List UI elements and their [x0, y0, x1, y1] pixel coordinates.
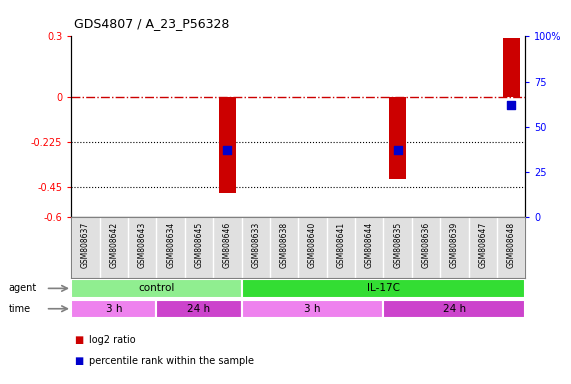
Text: GSM808644: GSM808644 [365, 222, 374, 268]
Text: 3 h: 3 h [304, 304, 321, 314]
Bar [71, 300, 156, 318]
Text: GSM808633: GSM808633 [251, 222, 260, 268]
Text: GSM808646: GSM808646 [223, 222, 232, 268]
Point [506, 102, 516, 108]
Point [393, 147, 402, 153]
Text: control: control [138, 283, 175, 293]
Text: GSM808643: GSM808643 [138, 222, 147, 268]
Text: GSM808642: GSM808642 [110, 222, 118, 268]
Bar [389, 97, 406, 179]
Bar [384, 300, 525, 318]
Text: IL-17C: IL-17C [367, 283, 400, 293]
Text: 3 h: 3 h [106, 304, 122, 314]
Text: GDS4807 / A_23_P56328: GDS4807 / A_23_P56328 [74, 17, 230, 30]
Text: percentile rank within the sample: percentile rank within the sample [89, 356, 254, 366]
Text: ■: ■ [74, 335, 83, 345]
Text: GSM808639: GSM808639 [450, 222, 459, 268]
Text: GSM808640: GSM808640 [308, 222, 317, 268]
Point [223, 147, 232, 153]
Text: GSM808634: GSM808634 [166, 222, 175, 268]
Text: time: time [9, 304, 31, 314]
Text: GSM808647: GSM808647 [478, 222, 487, 268]
Text: agent: agent [9, 283, 37, 293]
Text: GSM808636: GSM808636 [421, 222, 431, 268]
Text: GSM808641: GSM808641 [336, 222, 345, 268]
Bar [502, 38, 520, 97]
Bar [219, 97, 236, 193]
Text: GSM808638: GSM808638 [280, 222, 289, 268]
Bar [242, 279, 525, 298]
Text: 24 h: 24 h [443, 304, 466, 314]
Text: GSM808645: GSM808645 [195, 222, 203, 268]
Text: 24 h: 24 h [187, 304, 211, 314]
Bar [242, 300, 384, 318]
Text: GSM808637: GSM808637 [81, 222, 90, 268]
Text: ■: ■ [74, 356, 83, 366]
Bar [71, 279, 242, 298]
Text: GSM808648: GSM808648 [506, 222, 516, 268]
Text: GSM808635: GSM808635 [393, 222, 402, 268]
Bar [156, 300, 242, 318]
Text: log2 ratio: log2 ratio [89, 335, 135, 345]
